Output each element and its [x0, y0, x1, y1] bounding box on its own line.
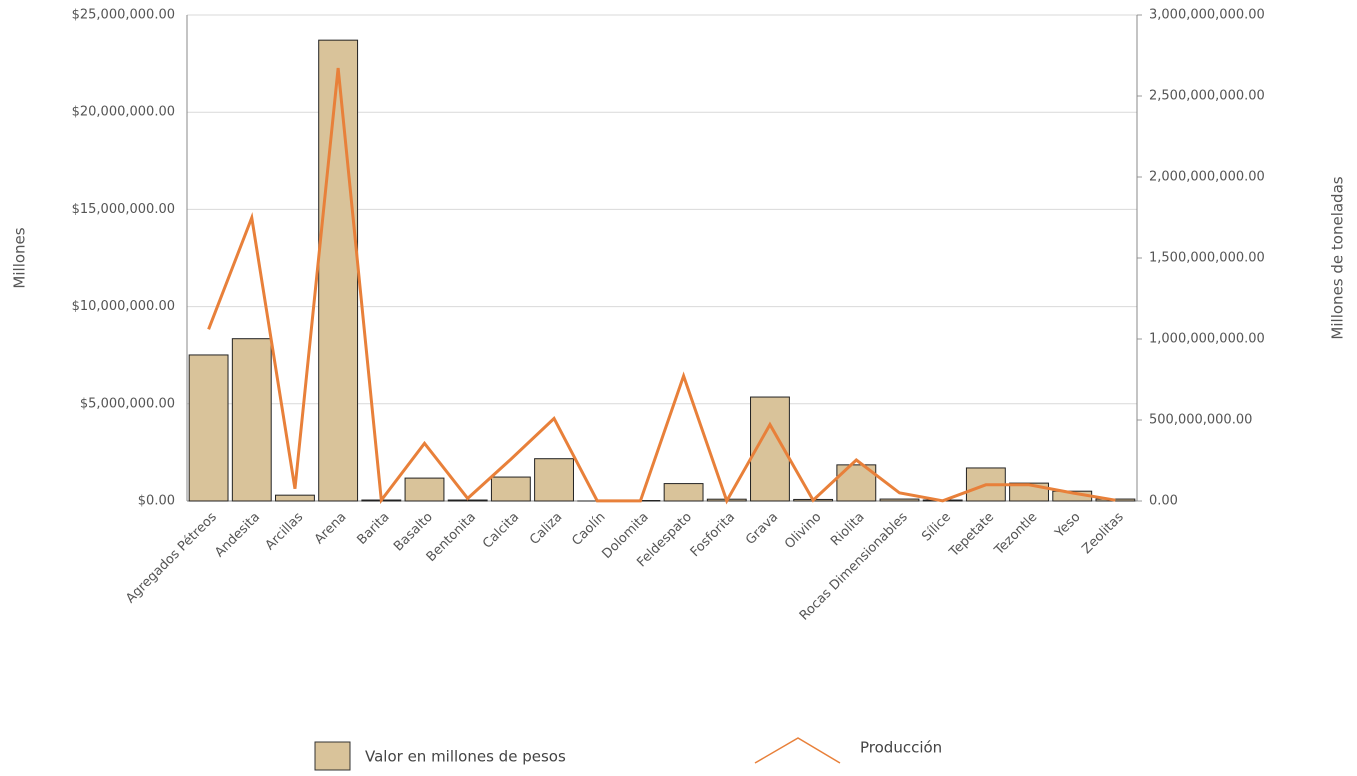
- x-tick-label: Caolín: [569, 510, 608, 549]
- x-tick-label: Caliza: [527, 510, 565, 548]
- y-tick-label: $25,000,000.00: [72, 8, 175, 23]
- y2-tick-label: 500,000,000.00: [1149, 413, 1252, 428]
- x-tick-label: Yeso: [1052, 510, 1084, 542]
- legend-label: Producción: [860, 739, 942, 757]
- y2-tick-label: 0.00: [1149, 494, 1178, 509]
- bar: [188, 354, 229, 502]
- x-tick-label: Agregados Pétreos: [123, 510, 220, 607]
- legend-swatch-bar: [314, 741, 351, 771]
- y-tick-label: $5,000,000.00: [80, 396, 175, 411]
- x-tick-label: Tezontle: [991, 510, 1040, 559]
- y2-tick-label: 2,000,000,000.00: [1149, 170, 1265, 185]
- bar: [663, 483, 704, 502]
- line: [207, 67, 1116, 505]
- y2-tick-label: 1,000,000,000.00: [1149, 332, 1265, 347]
- bar: [534, 458, 574, 502]
- x-tick-label: Tepetate: [946, 510, 997, 561]
- x-tick-label: Fosforita: [688, 510, 738, 560]
- bar: [404, 477, 445, 502]
- x-tick-label: Calcita: [480, 510, 522, 552]
- y-tick-label: $0.00: [138, 494, 175, 509]
- bar: [490, 476, 531, 502]
- legend-swatch-line: [754, 737, 841, 764]
- bar: [231, 338, 272, 502]
- y-tick-label: $20,000,000.00: [72, 105, 175, 120]
- y-axis-title: Millones: [11, 227, 29, 288]
- y-tick-label: $15,000,000.00: [72, 202, 175, 217]
- x-tick-label: Barita: [355, 510, 393, 548]
- x-tick-label: Sílice: [919, 510, 954, 545]
- x-tick-label: Grava: [743, 510, 781, 548]
- x-tick-label: Arena: [312, 510, 350, 548]
- y2-tick-label: 2,500,000,000.00: [1149, 89, 1265, 104]
- x-tick-label: Riolita: [828, 510, 868, 550]
- y-tick-label: $10,000,000.00: [72, 299, 175, 314]
- x-tick-label: Olivino: [782, 510, 824, 552]
- x-tick-label: Andesita: [212, 510, 263, 561]
- x-tick-label: Arcillas: [263, 510, 307, 554]
- y2-axis-title: Millones de toneladas: [1329, 176, 1347, 339]
- bar: [275, 494, 315, 502]
- y2-tick-label: 3,000,000,000.00: [1149, 8, 1265, 23]
- bar: [879, 498, 920, 502]
- legend-label: Valor en millones de pesos: [365, 748, 566, 766]
- x-tick-label: Zeolitas: [1079, 510, 1126, 557]
- bar: [318, 39, 359, 502]
- y2-tick-label: 1,500,000,000.00: [1149, 251, 1265, 266]
